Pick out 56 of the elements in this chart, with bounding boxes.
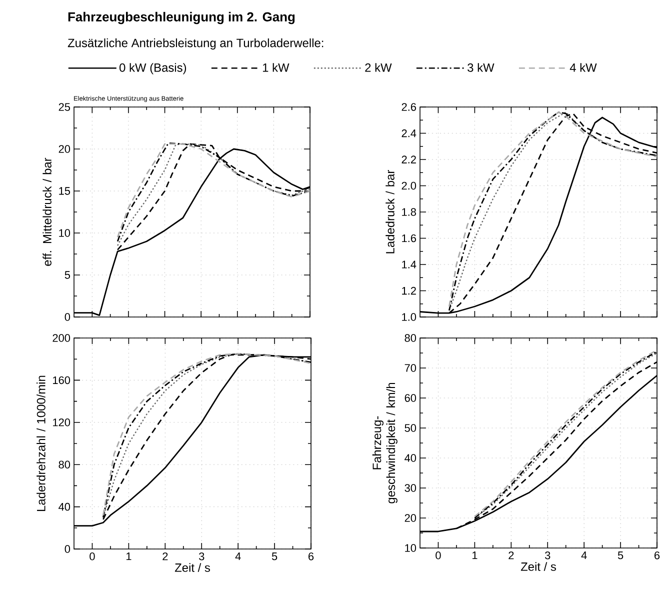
- x-axis-title: Zeit / s: [174, 563, 210, 572]
- chart-title: Fahrzeugbeschleunigung im 2. Gang: [68, 12, 295, 24]
- legend-label: 4 kW: [570, 63, 597, 72]
- y-tick-label: 40: [58, 502, 70, 511]
- x-tick-label: 5: [272, 552, 278, 560]
- y-axis-title: Fahrzeug-geschwindigkeit / km/h: [372, 382, 398, 504]
- legend-label: 1 kW: [262, 63, 290, 72]
- x-axis-title: Zeit / s: [520, 562, 556, 571]
- y-tick-label: 30: [404, 484, 416, 492]
- y-tick-label: 60: [404, 394, 416, 402]
- y-tick-label: 1.0: [402, 313, 416, 321]
- y-tick-label: 15: [59, 187, 70, 195]
- y-tick-label: 2.4: [402, 129, 416, 138]
- y-tick-label: 50: [404, 424, 416, 432]
- y-tick-label: 200: [52, 334, 70, 342]
- y-tick-label: 70: [404, 364, 416, 372]
- y-tick-label: 1.2: [402, 286, 416, 295]
- x-tick-label: 3: [199, 552, 204, 560]
- y-tick-label: 5: [64, 271, 70, 279]
- y-tick-label: 10: [405, 544, 416, 552]
- y-tick-label: 20: [404, 514, 416, 522]
- legend-label: 2 kW: [365, 63, 392, 72]
- y-tick-label: 2.0: [402, 182, 416, 190]
- y-axis-title: eff. Mitteldruck / bar: [42, 158, 52, 266]
- y-tick-label: 160: [53, 376, 70, 384]
- x-tick-label: 3: [545, 552, 550, 560]
- x-tick-label: 0: [90, 552, 95, 560]
- y-tick-label: 0: [64, 545, 70, 553]
- y-tick-label: 10: [59, 229, 70, 237]
- y-tick-label: 2.6: [402, 103, 416, 111]
- x-tick-label: 2: [508, 552, 514, 560]
- legend-label: 0 kW (Basis): [120, 63, 186, 74]
- x-tick-label: 4: [235, 552, 241, 560]
- y-tick-label: 20: [58, 145, 70, 153]
- legend-label: 3 kW: [468, 63, 494, 72]
- y-tick-label: 25: [58, 103, 70, 111]
- y-tick-label: 80: [404, 334, 416, 342]
- y-axis-title: Laderdrehzahl / 1000/min: [36, 376, 46, 511]
- y-tick-label: 80: [58, 460, 70, 468]
- y-tick-label: 1.6: [402, 234, 416, 242]
- x-tick-label: 1: [472, 552, 478, 560]
- y-axis-title: Ladedruck / bar: [386, 170, 394, 254]
- x-tick-label: 1: [126, 552, 132, 560]
- y-tick-label: 120: [53, 418, 70, 426]
- x-tick-label: 0: [436, 552, 441, 560]
- y-tick-label: 2.2: [402, 156, 416, 164]
- x-tick-label: 4: [581, 552, 587, 560]
- y-tick-label: 0: [64, 313, 70, 321]
- y-tick-label: 40: [404, 454, 416, 462]
- legend-title: Zusätzliche Antriebsleistung an Turboladerwelle:: [68, 38, 324, 50]
- x-tick-label: 6: [654, 552, 660, 560]
- y-tick-label: 1.4: [402, 260, 416, 268]
- x-tick-label: 6: [308, 552, 314, 560]
- x-tick-label: 2: [162, 552, 168, 560]
- x-tick-label: 5: [618, 552, 624, 560]
- y-tick-label: 1.8: [402, 208, 416, 216]
